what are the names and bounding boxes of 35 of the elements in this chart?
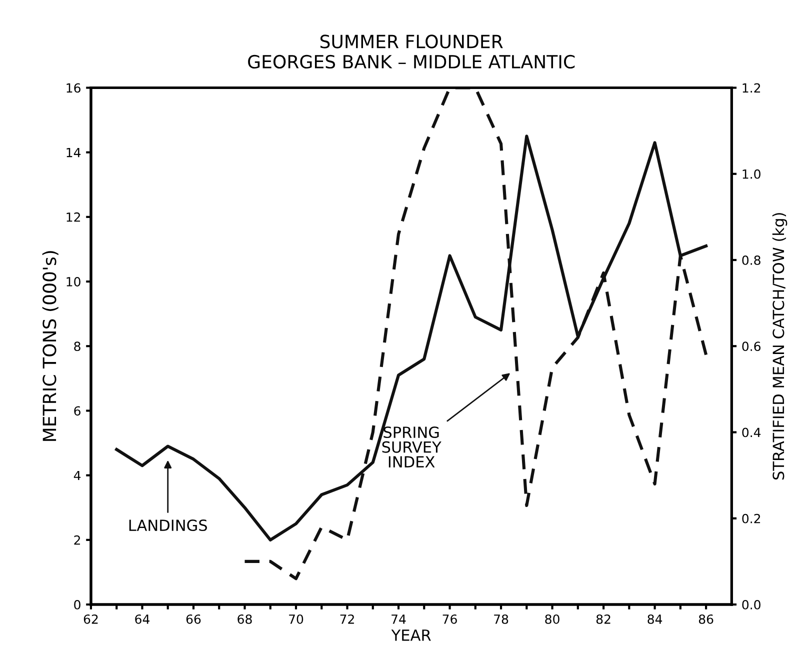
x-tick-label: 78 — [494, 614, 508, 624]
x-tick-label: 80 — [545, 614, 560, 624]
x-tick-label: 70 — [289, 614, 304, 624]
y-tick-label: 14 — [66, 148, 81, 158]
y2-tick-label: 0.4 — [742, 428, 761, 438]
y2-tick-label: 1.2 — [742, 83, 760, 92]
y-tick-label: 8 — [74, 342, 80, 352]
y-tick-label: 12 — [66, 212, 80, 222]
x-tick-label: 72 — [340, 614, 354, 624]
annotation: LANDINGS — [129, 520, 207, 532]
x-tick-label: 84 — [648, 614, 662, 624]
x-tick-label: 64 — [135, 614, 150, 624]
x-tick-label: 82 — [596, 614, 610, 624]
annotation: SPRING SURVEY INDEX — [382, 426, 442, 468]
y-axis-title: METRIC TONS (000's) — [42, 251, 58, 441]
y-tick-label: 0 — [74, 600, 80, 610]
x-tick-label: 68 — [238, 614, 252, 624]
y2-tick-label: 0.0 — [742, 600, 760, 610]
y-tick-label: 16 — [66, 83, 80, 93]
y-tick-label: 10 — [66, 277, 80, 286]
y2-tick-label: 0.2 — [742, 514, 760, 524]
x-tick-label: 76 — [442, 614, 457, 624]
y-tick-label: 4 — [74, 470, 81, 480]
y2-tick-label: 0.6 — [742, 342, 760, 352]
y2-axis-title: STRATIFIED MEAN CATCH/TOW (kg) — [772, 213, 788, 480]
x-axis-title: YEAR — [391, 630, 431, 641]
chart-title: SUMMER FLOUNDER GEORGES BANK – MIDDLE ATLANTIC — [248, 34, 575, 69]
x-tick-label: 86 — [698, 614, 714, 624]
x-tick-label: 62 — [84, 614, 98, 624]
y2-tick-label: 0.8 — [742, 255, 760, 265]
y-tick-label: 6 — [74, 406, 80, 416]
x-tick-label: 74 — [392, 614, 406, 624]
x-tick-label: 66 — [186, 614, 201, 624]
y2-tick-label: 1.0 — [742, 169, 760, 179]
y-tick-label: 2 — [74, 535, 80, 545]
